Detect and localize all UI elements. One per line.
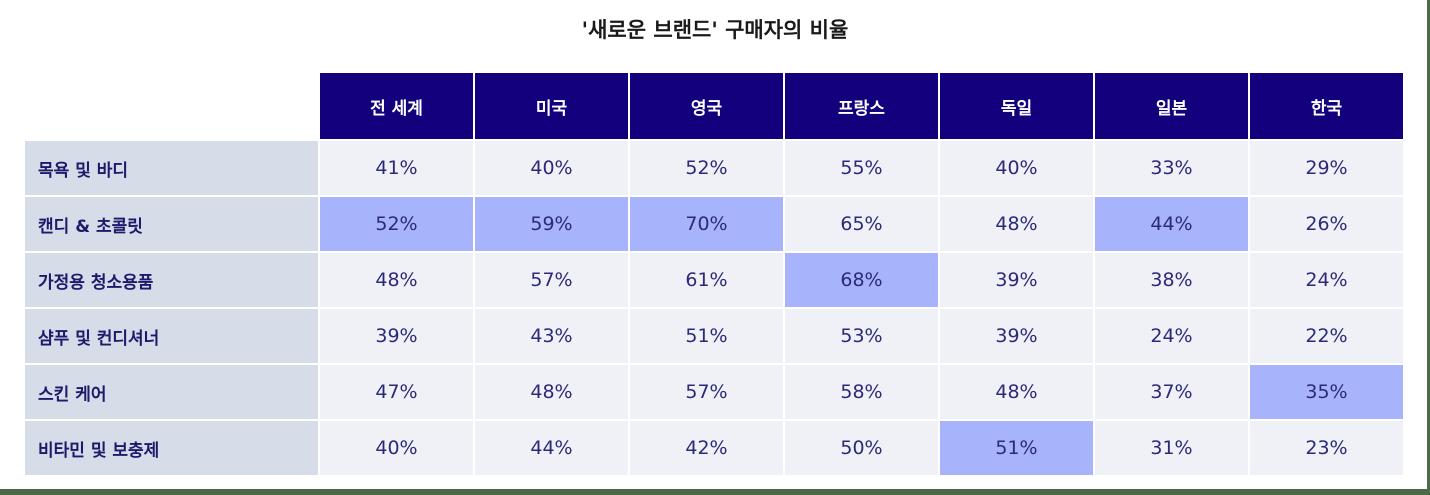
table-cell: 39%: [940, 309, 1093, 363]
row-label: 샴푸 및 컨디셔너: [25, 309, 318, 363]
table-cell: 38%: [1095, 253, 1248, 307]
highlighted-cell: 70%: [630, 197, 783, 251]
row-label: 가정용 청소용품: [25, 253, 318, 307]
highlighted-cell: 68%: [785, 253, 938, 307]
table-cell: 39%: [940, 253, 1093, 307]
frame-border-bottom: [0, 489, 1430, 495]
column-header: 영국: [630, 73, 783, 139]
table-cell: 24%: [1250, 253, 1403, 307]
table-cell: 48%: [940, 365, 1093, 419]
row-label: 캔디 & 초콜릿: [25, 197, 318, 251]
table-cell: 42%: [630, 421, 783, 475]
table-cell: 50%: [785, 421, 938, 475]
table-cell: 33%: [1095, 141, 1248, 195]
highlighted-cell: 44%: [1095, 197, 1248, 251]
column-header: 일본: [1095, 73, 1248, 139]
column-header: 미국: [475, 73, 628, 139]
table-cell: 29%: [1250, 141, 1403, 195]
table-cell: 26%: [1250, 197, 1403, 251]
highlighted-cell: 59%: [475, 197, 628, 251]
table-cell: 22%: [1250, 309, 1403, 363]
table-cell: 48%: [320, 253, 473, 307]
row-label: 목욕 및 바디: [25, 141, 318, 195]
table-cell: 58%: [785, 365, 938, 419]
table-corner: [25, 73, 318, 139]
table-cell: 39%: [320, 309, 473, 363]
row-label: 스킨 케어: [25, 365, 318, 419]
highlighted-cell: 51%: [940, 421, 1093, 475]
table-cell: 57%: [475, 253, 628, 307]
table-cell: 53%: [785, 309, 938, 363]
chart-title: '새로운 브랜드' 구매자의 비율: [581, 18, 849, 42]
column-header: 프랑스: [785, 73, 938, 139]
table-cell: 37%: [1095, 365, 1248, 419]
table-cell: 61%: [630, 253, 783, 307]
table-cell: 31%: [1095, 421, 1248, 475]
table-cell: 47%: [320, 365, 473, 419]
table-cell: 23%: [1250, 421, 1403, 475]
table-cell: 51%: [630, 309, 783, 363]
table-cell: 57%: [630, 365, 783, 419]
table-cell: 48%: [940, 197, 1093, 251]
highlighted-cell: 52%: [320, 197, 473, 251]
data-table: 전 세계 미국 영국 프랑스 독일 일본 한국 목욕 및 바디 41% 40% 52% 55% 40% 3…: [25, 73, 1403, 475]
table-cell: 40%: [475, 141, 628, 195]
column-header: 전 세계: [320, 73, 473, 139]
table-cell: 43%: [475, 309, 628, 363]
row-label: 비타민 및 보충제: [25, 421, 318, 475]
table-cell: 40%: [940, 141, 1093, 195]
table-cell: 52%: [630, 141, 783, 195]
column-header: 한국: [1250, 73, 1403, 139]
table-cell: 24%: [1095, 309, 1248, 363]
frame-border-right: [1427, 0, 1430, 495]
table-cell: 65%: [785, 197, 938, 251]
table-cell: 44%: [475, 421, 628, 475]
column-header: 독일: [940, 73, 1093, 139]
highlighted-cell: 35%: [1250, 365, 1403, 419]
table-cell: 40%: [320, 421, 473, 475]
table-cell: 41%: [320, 141, 473, 195]
table-cell: 55%: [785, 141, 938, 195]
table-cell: 48%: [475, 365, 628, 419]
